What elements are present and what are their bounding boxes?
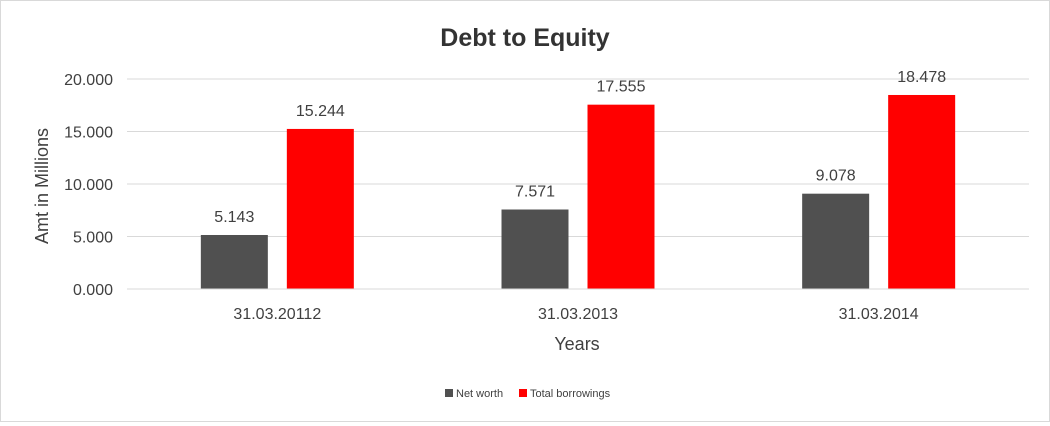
legend: Net worth Total borrowings bbox=[445, 388, 611, 400]
bar-total-borrowings bbox=[587, 104, 655, 289]
legend-swatch-net-worth bbox=[445, 389, 453, 397]
bar-total-borrowings bbox=[888, 94, 956, 289]
x-tick-label: 31.03.2014 bbox=[839, 306, 919, 323]
bar-net-worth bbox=[200, 234, 268, 289]
bar-total-borrowings bbox=[286, 128, 354, 289]
y-axis-title: Amt in Millions bbox=[32, 128, 52, 244]
data-label: 9.078 bbox=[816, 168, 856, 185]
bar-net-worth bbox=[802, 193, 870, 289]
y-tick-label: 5.000 bbox=[73, 230, 113, 247]
data-label: 18.478 bbox=[897, 69, 946, 86]
y-tick-label: 20.000 bbox=[64, 72, 113, 89]
gridlines: 0.000 5.000 10.000 15.000 20.000 bbox=[64, 72, 1029, 299]
x-tick-label: 31.03.2013 bbox=[538, 306, 618, 323]
y-tick-label: 15.000 bbox=[64, 125, 113, 142]
y-tick-label: 0.000 bbox=[73, 282, 113, 299]
bars bbox=[200, 94, 956, 289]
chart-title: Debt to Equity bbox=[440, 24, 610, 52]
data-label: 5.143 bbox=[214, 209, 254, 226]
data-label: 17.555 bbox=[597, 79, 646, 96]
x-axis-title: Years bbox=[554, 334, 599, 354]
y-tick-label: 10.000 bbox=[64, 177, 113, 194]
legend-label-net-worth: Net worth bbox=[456, 388, 503, 400]
legend-swatch-total-borrowings bbox=[519, 389, 527, 397]
legend-label-total-borrowings: Total borrowings bbox=[530, 388, 611, 400]
data-labels: 5.143 15.244 31.03.20112 7.571 17.555 31.03.2… bbox=[214, 69, 946, 323]
x-tick-label: 31.03.20112 bbox=[233, 306, 321, 323]
bar-net-worth bbox=[501, 209, 569, 289]
data-label: 7.571 bbox=[515, 184, 555, 201]
data-label: 15.244 bbox=[296, 103, 345, 120]
